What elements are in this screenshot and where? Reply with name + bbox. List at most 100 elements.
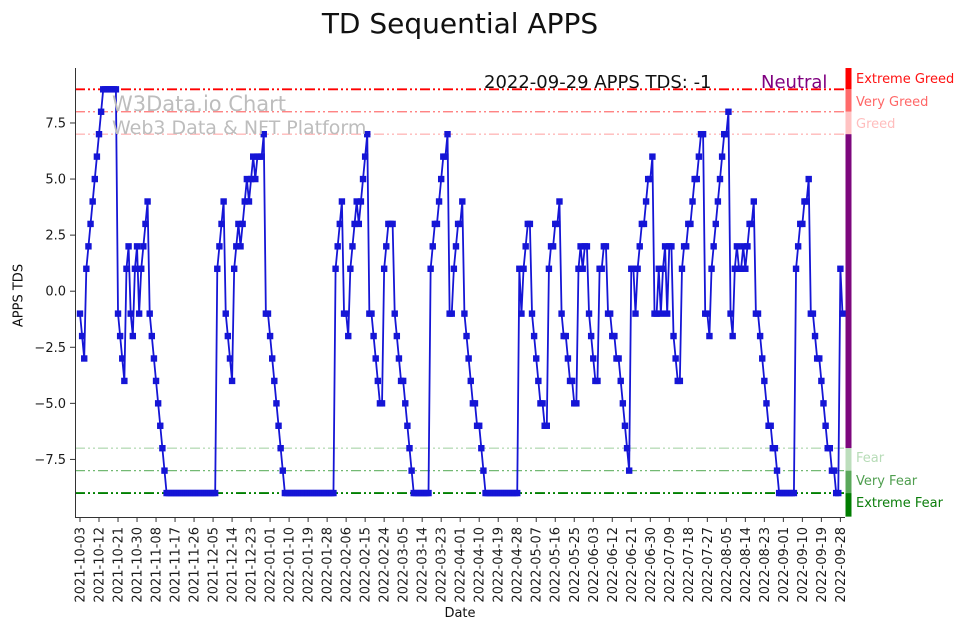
data-point-marker[interactable] [144, 198, 151, 205]
data-point-marker[interactable] [427, 265, 434, 272]
data-point-marker[interactable] [161, 467, 168, 474]
data-point-marker[interactable] [467, 377, 474, 385]
data-point-marker[interactable] [750, 198, 757, 205]
data-point-marker[interactable] [632, 310, 639, 317]
data-point-marker[interactable] [799, 220, 806, 228]
data-point-marker[interactable] [425, 489, 432, 497]
data-point-marker[interactable] [478, 445, 485, 452]
data-point-marker[interactable] [461, 310, 468, 317]
data-point-marker[interactable] [514, 489, 521, 497]
data-point-marker[interactable] [539, 400, 546, 407]
data-point-marker[interactable] [476, 422, 483, 429]
data-point-marker[interactable] [150, 355, 158, 362]
data-point-marker[interactable] [630, 265, 637, 272]
data-point-marker[interactable] [408, 467, 415, 474]
data-point-marker[interactable] [279, 467, 286, 474]
data-point-marker[interactable] [450, 265, 458, 272]
data-point-marker[interactable] [89, 198, 96, 205]
data-point-marker[interactable] [368, 310, 375, 317]
data-point-marker[interactable] [218, 220, 225, 228]
data-point-marker[interactable] [116, 332, 124, 340]
data-point-marker[interactable] [87, 220, 94, 228]
data-point-marker[interactable] [822, 422, 829, 429]
data-point-marker[interactable] [640, 220, 648, 228]
data-point-marker[interactable] [389, 220, 396, 228]
data-point-marker[interactable] [683, 243, 690, 250]
data-point-marker[interactable] [670, 332, 677, 340]
data-point-marker[interactable] [816, 355, 823, 362]
data-point-marker[interactable] [687, 220, 694, 228]
data-point-marker[interactable] [740, 243, 747, 250]
data-point-marker[interactable] [159, 445, 166, 452]
data-point-marker[interactable] [714, 198, 722, 205]
data-point-marker[interactable] [433, 220, 441, 228]
data-point-marker[interactable] [252, 175, 259, 183]
data-point-marker[interactable] [723, 130, 730, 138]
data-point-marker[interactable] [564, 355, 572, 362]
data-point-marker[interactable] [93, 153, 101, 160]
data-point-marker[interactable] [247, 175, 255, 183]
data-point-marker[interactable] [222, 310, 229, 317]
data-point-marker[interactable] [619, 400, 627, 407]
data-point-marker[interactable] [748, 220, 755, 228]
data-point-marker[interactable] [127, 310, 134, 317]
data-point-marker[interactable] [661, 243, 669, 250]
data-point-marker[interactable] [763, 400, 770, 407]
data-point-marker[interactable] [359, 175, 367, 183]
data-point-marker[interactable] [224, 332, 232, 340]
data-point-marker[interactable] [402, 400, 409, 407]
data-point-marker[interactable] [235, 220, 242, 228]
data-point-marker[interactable] [767, 422, 774, 429]
data-point-marker[interactable] [655, 265, 662, 272]
data-point-marker[interactable] [704, 310, 711, 317]
data-point-marker[interactable] [214, 265, 221, 272]
data-point-marker[interactable] [216, 243, 223, 250]
data-point-marker[interactable] [380, 265, 388, 272]
data-point-marker[interactable] [266, 332, 274, 340]
data-point-marker[interactable] [347, 265, 354, 272]
data-point-marker[interactable] [406, 445, 413, 452]
data-point-marker[interactable] [718, 153, 726, 160]
data-point-marker[interactable] [615, 355, 622, 362]
data-point-marker[interactable] [590, 355, 597, 362]
data-point-marker[interactable] [837, 265, 844, 272]
data-point-marker[interactable] [273, 400, 280, 407]
data-point-marker[interactable] [811, 332, 819, 340]
data-point-marker[interactable] [625, 467, 633, 474]
data-point-marker[interactable] [76, 310, 84, 317]
data-point-marker[interactable] [516, 265, 523, 272]
data-point-marker[interactable] [131, 265, 139, 272]
data-point-marker[interactable] [585, 310, 593, 317]
data-point-marker[interactable] [353, 198, 360, 205]
data-point-marker[interactable] [535, 377, 542, 385]
data-point-marker[interactable] [575, 265, 582, 272]
data-point-marker[interactable] [794, 243, 802, 250]
data-point-marker[interactable] [97, 108, 105, 115]
data-point-marker[interactable] [530, 332, 538, 340]
data-point-marker[interactable] [123, 265, 130, 272]
data-point-marker[interactable] [148, 332, 156, 340]
data-point-marker[interactable] [668, 243, 675, 250]
data-point-marker[interactable] [154, 400, 162, 407]
data-point-marker[interactable] [577, 243, 584, 250]
data-point-marker[interactable] [239, 220, 246, 228]
data-point-marker[interactable] [708, 265, 715, 272]
data-point-marker[interactable] [820, 400, 827, 407]
data-point-marker[interactable] [429, 243, 436, 250]
data-point-marker[interactable] [264, 310, 272, 317]
data-point-marker[interactable] [357, 198, 365, 205]
data-point-marker[interactable] [549, 243, 557, 250]
data-point-marker[interactable] [95, 130, 103, 138]
data-point-marker[interactable] [395, 355, 403, 362]
data-point-marker[interactable] [733, 243, 741, 250]
data-point-marker[interactable] [233, 243, 240, 250]
data-point-marker[interactable] [693, 175, 700, 183]
data-point-marker[interactable] [437, 175, 445, 183]
data-point-marker[interactable] [471, 400, 479, 407]
data-point-marker[interactable] [729, 332, 736, 340]
data-point-marker[interactable] [533, 355, 540, 362]
data-point-marker[interactable] [370, 332, 377, 340]
data-point-marker[interactable] [568, 377, 576, 385]
data-point-marker[interactable] [404, 422, 411, 429]
data-markers[interactable] [76, 86, 846, 497]
